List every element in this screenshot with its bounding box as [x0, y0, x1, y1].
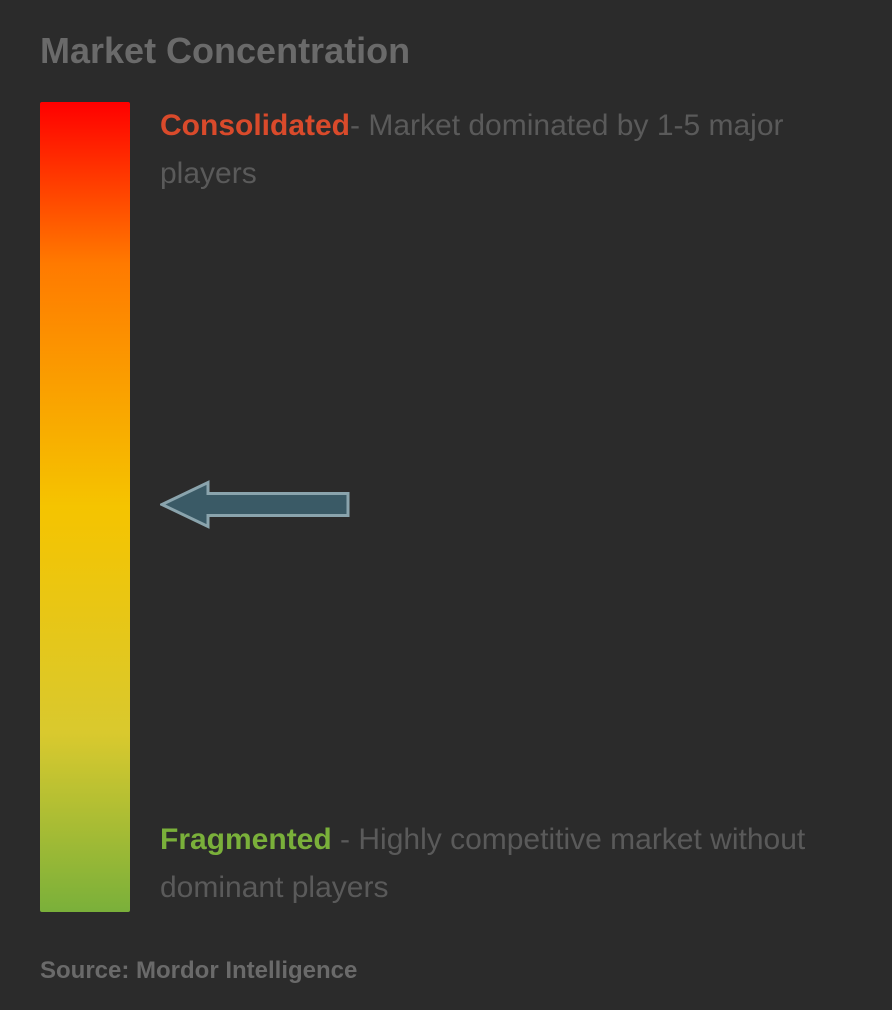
fragmented-label: Fragmented - Highly competitive market w…	[160, 816, 832, 912]
concentration-gradient-bar	[40, 102, 130, 912]
position-arrow	[160, 479, 350, 536]
consolidated-term: Consolidated	[160, 109, 350, 142]
diagram-body: Consolidated- Market dominated by 1-5 ma…	[40, 102, 852, 912]
fragmented-separator: -	[332, 823, 359, 856]
source-attribution: Source: Mordor Intelligence	[40, 957, 357, 985]
consolidated-label: Consolidated- Market dominated by 1-5 ma…	[160, 102, 832, 198]
labels-column: Consolidated- Market dominated by 1-5 ma…	[160, 102, 852, 912]
diagram-title: Market Concentration	[40, 30, 852, 72]
consolidated-separator: -	[350, 109, 368, 142]
arrow-left-icon	[160, 479, 350, 531]
fragmented-term: Fragmented	[160, 823, 332, 856]
